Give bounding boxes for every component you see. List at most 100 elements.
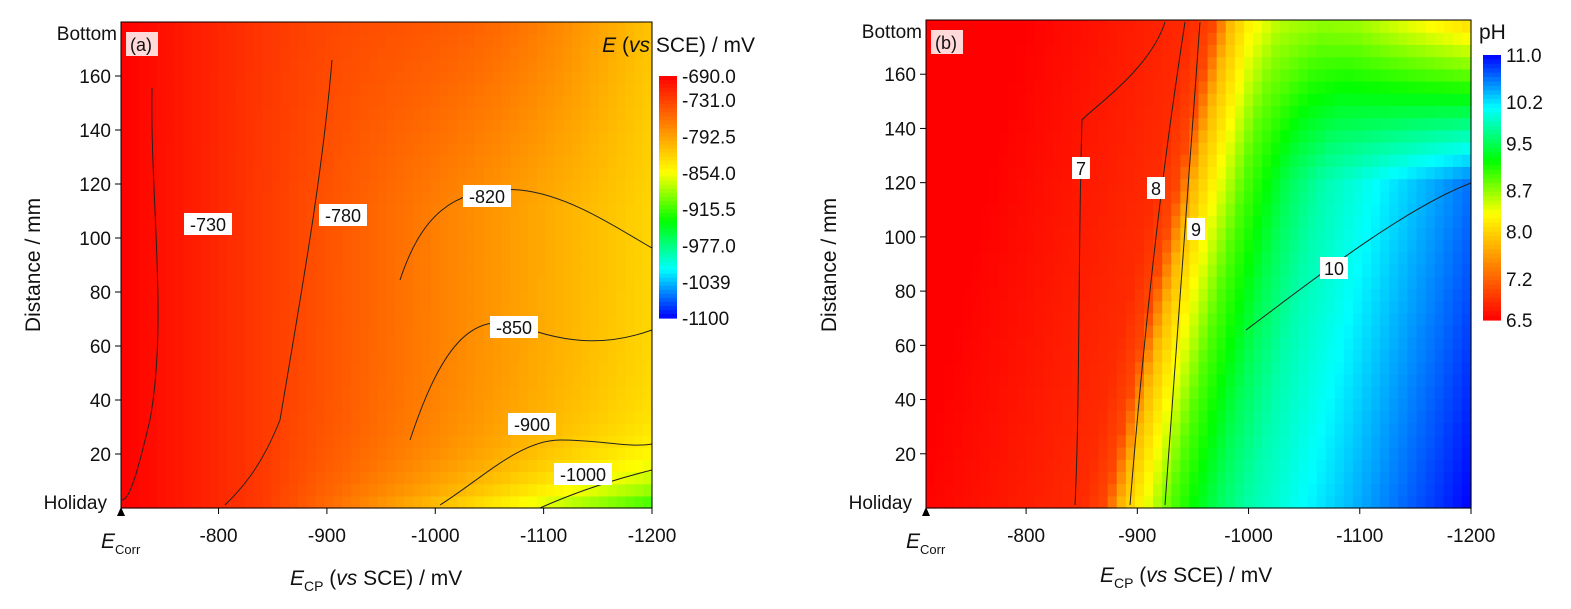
heatmap-cell [1316, 459, 1327, 472]
colorbar-segment [659, 136, 677, 142]
heatmap-cell [333, 167, 343, 181]
heatmap-cell [174, 422, 184, 436]
heatmap-cell [421, 46, 432, 60]
heatmap-cell [572, 216, 582, 230]
heatmap-cell [306, 374, 317, 388]
heatmap-cell [1035, 166, 1045, 180]
colorbar-segment [659, 120, 677, 125]
heatmap-cell [1407, 264, 1418, 277]
heatmap-cell [1289, 434, 1300, 448]
heatmap-cell [572, 374, 582, 388]
heatmap-cell [182, 410, 193, 424]
heatmap-cell [998, 398, 1009, 411]
heatmap-cell [572, 301, 582, 315]
heatmap-cell [1089, 239, 1100, 253]
heatmap-cell [1216, 190, 1227, 204]
heatmap-cell [625, 374, 635, 388]
heatmap-cell [510, 337, 520, 351]
heatmap-cell [156, 70, 166, 84]
heatmap-cell [1216, 142, 1227, 155]
heatmap-cell [209, 192, 219, 205]
heatmap-cell [926, 178, 936, 192]
heatmap-cell [395, 337, 405, 351]
heatmap-cell [421, 167, 432, 181]
heatmap-cell [1062, 154, 1072, 167]
heatmap-cell [448, 94, 458, 108]
heatmap-cell [1334, 56, 1345, 70]
heatmap-cell [351, 301, 361, 315]
heatmap-cell [1243, 227, 1254, 241]
heatmap-cell [121, 82, 131, 96]
heatmap-cell [1062, 276, 1072, 289]
heatmap-cell [501, 386, 511, 400]
heatmap-cell [1343, 434, 1354, 448]
heatmap-cell [1461, 190, 1472, 204]
heatmap-cell [1016, 337, 1027, 350]
heatmap-cell [607, 422, 618, 436]
heatmap-cell [590, 167, 600, 181]
heatmap-cell [1198, 251, 1209, 265]
heatmap-cell [1316, 471, 1327, 485]
heatmap-cell [634, 107, 644, 120]
heatmap-cell [1098, 447, 1109, 460]
heatmap-cell [395, 58, 405, 72]
heatmap-cell [563, 447, 573, 460]
heatmap-cell [315, 362, 326, 375]
heatmap-cell [643, 483, 653, 497]
heatmap-cell [1180, 56, 1191, 70]
heatmap-cell [244, 107, 255, 120]
heatmap-cell [244, 301, 255, 315]
heatmap-cell [1380, 129, 1390, 143]
heatmap-cell [1334, 483, 1345, 497]
heatmap-cell [1035, 154, 1045, 167]
heatmap-cell [1071, 190, 1082, 204]
heatmap-cell [413, 192, 423, 205]
heatmap-cell [1380, 483, 1390, 497]
heatmap-cell [607, 107, 618, 120]
plot-frame [120, 21, 653, 509]
heatmap-cell [289, 192, 299, 205]
heatmap-cell [1089, 337, 1100, 350]
heatmap-cell [218, 167, 228, 181]
colorbar-segment [659, 213, 677, 218]
heatmap-cell [386, 22, 396, 35]
heatmap-cell [926, 312, 936, 326]
heatmap-cell [209, 252, 219, 266]
heatmap-cell [1343, 459, 1354, 472]
heatmap-cell [1425, 142, 1436, 155]
heatmap-cell [209, 471, 219, 485]
heatmap-cell [1080, 422, 1091, 436]
heatmap-cell [598, 301, 609, 315]
heatmap-cell [1443, 117, 1454, 131]
heatmap-cell [1389, 154, 1399, 167]
heatmap-cell [545, 131, 556, 145]
colorbar-segment [659, 132, 677, 138]
heatmap-cell [1062, 251, 1072, 265]
heatmap-cell [1116, 215, 1127, 228]
heatmap-cell [333, 70, 343, 84]
heatmap-cell [1343, 410, 1354, 424]
heatmap-cell [1125, 300, 1136, 314]
heatmap-cell [545, 447, 556, 460]
heatmap-cell [395, 277, 405, 290]
heatmap-cell [1443, 434, 1454, 448]
heatmap-cell [590, 107, 600, 120]
heatmap-cell [147, 325, 157, 339]
heatmap-cell [253, 22, 264, 35]
heatmap-cell [209, 240, 219, 254]
heatmap-cell [1380, 422, 1390, 436]
heatmap-cell [1225, 251, 1236, 265]
heatmap-cell [953, 276, 963, 289]
heatmap-cell [306, 386, 317, 400]
heatmap-cell [475, 265, 485, 278]
heatmap-cell [1007, 373, 1018, 387]
heatmap-cell [227, 313, 237, 327]
heatmap-cell [448, 58, 458, 72]
heatmap-cell [1289, 166, 1300, 180]
heatmap-cell [218, 58, 228, 72]
heatmap-cell [1180, 93, 1191, 106]
colorbar: 11.010.29.58.78.07.26.5pH [1479, 21, 1543, 332]
heatmap-cell [1225, 312, 1236, 326]
heatmap-cell [439, 422, 450, 436]
heatmap-cell [1243, 117, 1254, 131]
